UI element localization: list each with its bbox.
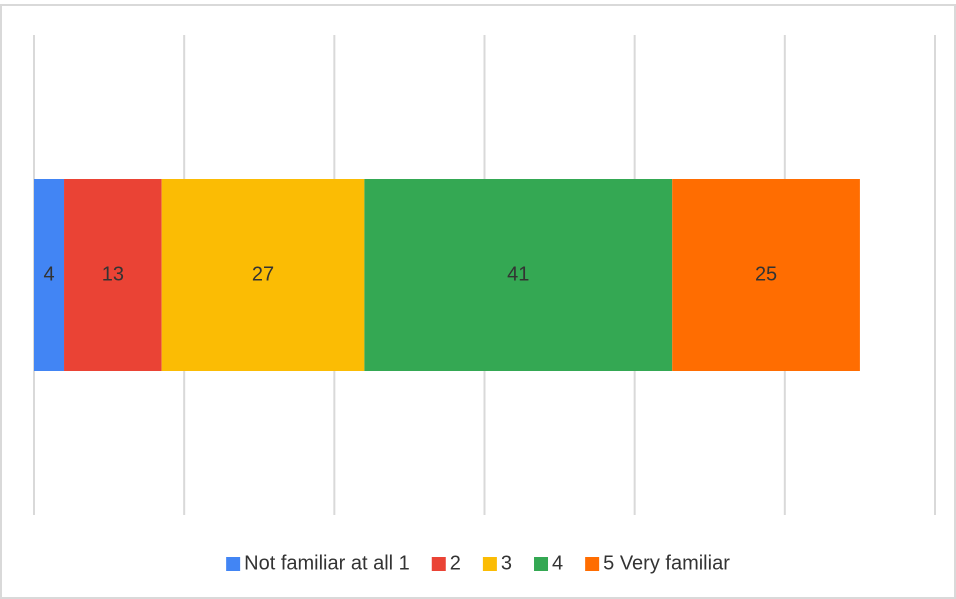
bar-segment bbox=[34, 179, 65, 371]
legend-swatch bbox=[482, 557, 497, 571]
legend-label: 5 Very familiar bbox=[603, 552, 730, 574]
bar-segment bbox=[364, 179, 673, 371]
legend-swatch bbox=[431, 557, 446, 571]
data-label: 27 bbox=[252, 263, 274, 285]
legend-swatch bbox=[585, 557, 600, 571]
data-label: 4 bbox=[43, 263, 54, 285]
legend-swatch bbox=[534, 557, 549, 571]
bar-segment bbox=[672, 179, 860, 371]
legend-label: Not familiar at all 1 bbox=[244, 552, 410, 574]
legend-label: 2 bbox=[450, 552, 461, 574]
legend-swatch bbox=[226, 557, 241, 571]
bar-segment bbox=[64, 179, 162, 371]
legend-label: 4 bbox=[552, 552, 563, 574]
data-label: 25 bbox=[755, 263, 777, 285]
bar-segment bbox=[161, 179, 365, 371]
legend-label: 3 bbox=[501, 552, 512, 574]
data-label: 13 bbox=[102, 263, 124, 285]
data-label: 41 bbox=[507, 263, 529, 285]
